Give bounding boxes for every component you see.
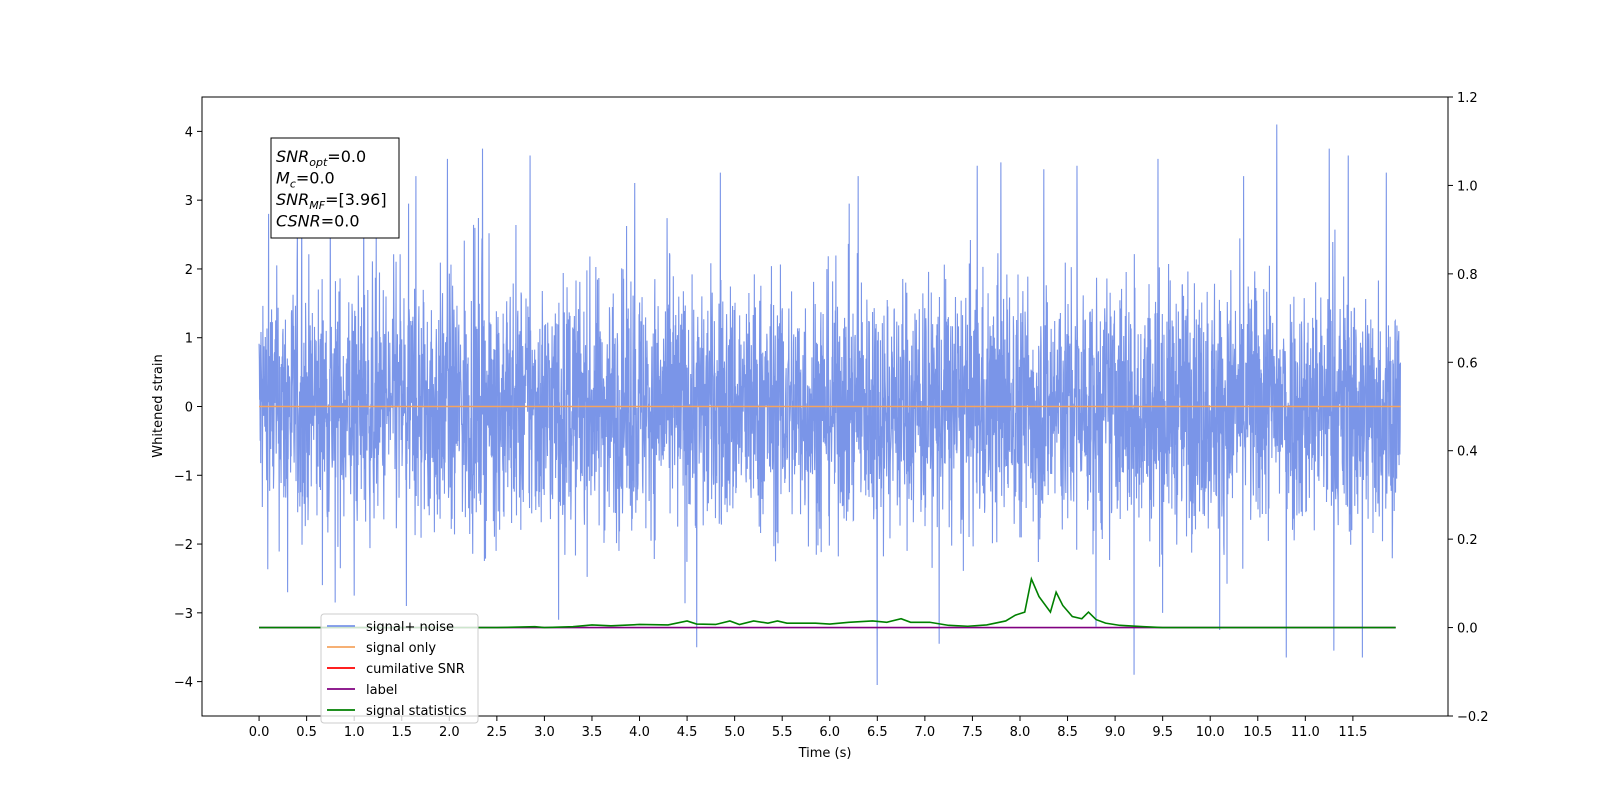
x-tick-label: 3.5 [582,725,603,740]
x-axis: 0.0 0.5 1.0 1.5 2.0 2.5 3.0 3.5 4.0 4.5 5.0 5.5 6.0 6… [249,716,1367,740]
x-tick-label: 5.0 [724,725,745,740]
legend-label: signal+ noise [366,620,454,635]
legend-label: label [366,683,397,698]
y2-tick-label: 0.0 [1457,622,1478,637]
legend-label: cumilative SNR [366,662,465,677]
y-tick-label: −2 [174,538,193,553]
y2-tick-label: 1.0 [1457,179,1478,194]
legend-label: signal only [366,641,436,656]
legend-frame [320,613,479,724]
legend-item: signal only [327,641,436,656]
legend-item: label [327,683,397,698]
x-tick-label: 4.0 [629,725,650,740]
y-tick-label: 2 [185,263,193,278]
annotation-line: Mc=0.0 [276,169,335,191]
legend-label: signal statistics [366,704,467,719]
y2-tick-label: 0.4 [1457,445,1478,460]
legend-item: signal statistics [327,704,467,719]
x-tick-label: 7.0 [915,725,936,740]
series-signal-noise [258,124,1401,686]
x-tick-label: 11.0 [1291,725,1320,740]
y2-tick-label: −0.2 [1457,710,1489,725]
annotation-line: SNRMF=[3.96] [276,190,387,212]
x-tick-label: 9.0 [1105,725,1126,740]
annotation-line: CSNR=0.0 [276,212,360,231]
x-tick-label: 3.0 [534,725,555,740]
annotation-line: SNRopt=0.0 [276,147,366,169]
x-tick-label: 8.0 [1010,725,1031,740]
x-tick-label: 9.5 [1152,725,1173,740]
y-axis-label: Whitened strain [151,354,166,457]
x-tick-label: 11.5 [1338,725,1367,740]
x-tick-label: 0.5 [296,725,317,740]
y-tick-label: −4 [174,676,193,691]
y-axis: −4 −3 −2 −1 0 1 2 3 4 [174,125,202,691]
x-tick-label: 4.5 [677,725,698,740]
y-tick-label: 3 [185,194,193,209]
x-tick-label: 1.5 [391,725,412,740]
y2-tick-label: 1.2 [1457,91,1478,106]
series-layer [258,124,1401,686]
y-tick-label: 0 [185,401,193,416]
y-tick-label: 4 [185,125,193,140]
y2-axis: −0.2 0.0 0.2 0.4 0.6 0.8 1.0 1.2 [1448,91,1489,725]
legend: signal+ noise signal only cumilative SNR la… [320,613,479,724]
x-tick-label: 2.5 [487,725,508,740]
x-tick-label: 8.5 [1057,725,1078,740]
x-tick-label: 2.0 [439,725,460,740]
x-tick-label: 10.5 [1243,725,1272,740]
x-tick-label: 6.5 [867,725,888,740]
series-signal-statistics [259,576,1396,629]
x-tick-label: 6.0 [819,725,840,740]
x-axis-label: Time (s) [798,746,852,761]
annotation-frame [270,137,400,239]
y-tick-label: −1 [174,469,193,484]
x-tick-label: 10.0 [1196,725,1225,740]
y2-tick-label: 0.6 [1457,356,1478,371]
legend-item: cumilative SNR [327,662,465,677]
legend-item: signal+ noise [327,620,454,635]
x-tick-label: 1.0 [344,725,365,740]
y-tick-label: −3 [174,607,193,622]
y2-tick-label: 0.8 [1457,268,1478,283]
x-tick-label: 0.0 [249,725,270,740]
y2-tick-label: 0.2 [1457,533,1478,548]
y-tick-label: 1 [185,332,193,347]
x-tick-label: 5.5 [772,725,793,740]
x-tick-label: 7.5 [962,725,983,740]
